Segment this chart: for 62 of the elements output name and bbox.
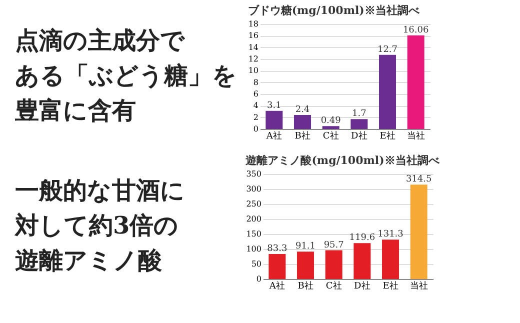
x-tick-label: C社 [326,280,342,292]
y-tick-label: 12 [248,54,258,64]
chart-title: ブドウ糖(mg/100ml)※当社調べ [248,4,420,17]
bar [410,184,428,279]
y-tick-label: 6 [253,90,258,98]
y-tick-label: 0 [253,124,258,134]
data-label: 119.6 [349,233,376,244]
y-tick-label: 150 [246,230,262,238]
y-tick-label: 14 [248,42,258,52]
bar [297,252,314,279]
data-label: 83.3 [267,244,288,254]
data-label: 95.7 [324,240,344,250]
data-label: 2.4 [295,105,310,115]
data-label: 12.7 [377,44,398,55]
y-tick-label: 8 [253,78,258,87]
x-tick-label: 当社 [410,280,428,292]
data-label: 1.7 [352,109,367,120]
y-tick-label: 16 [248,31,258,40]
x-tick-label: 当社 [406,130,425,142]
text: 遊離アミノ酸 [15,246,163,274]
data-label: 0.49 [320,116,342,126]
y-tick-label: 350 [246,170,262,178]
y-tick-label: 2 [253,112,258,122]
bar [325,250,342,279]
y-tick-label: 4 [253,101,258,110]
y-tick-label: 10 [248,66,258,76]
data-label: 3.1 [267,100,282,111]
data-label: 16.06 [402,25,429,36]
bar [268,254,286,279]
data-label: 91.1 [295,242,316,252]
bar [322,126,340,129]
text: ある「ぶどう糖」を [15,60,237,90]
data-label: 131.3 [378,230,404,240]
text: 豊富に含有 [14,96,136,124]
y-tick-label: 18 [248,20,258,28]
x-tick-label: E社 [380,130,396,142]
y-tick-label: 50 [251,260,262,268]
x-tick-label: C社 [322,130,339,142]
y-tick-label: 300 [246,184,262,194]
bar [354,243,371,279]
chart-title: 遊離アミノ酸(mg/100ml)※当社調べ [246,154,440,167]
x-tick-label: B社 [298,280,314,292]
bar [350,119,368,129]
text: 点滴の主成分で [15,26,186,54]
y-tick-label: 100 [246,244,262,254]
x-tick-label: A社 [265,130,282,142]
x-tick-label: D社 [354,280,370,292]
bar [266,110,283,129]
y-tick-label: 0 [256,274,262,284]
x-tick-label: A社 [268,280,285,292]
data-label: 314.5 [406,174,432,185]
bar [407,35,424,129]
text: 一般的な甘酒に [15,176,185,204]
bar [379,54,396,129]
y-tick-label: 250 [246,200,262,208]
text: 対して約3倍の [14,210,179,240]
x-tick-label: E社 [382,280,398,292]
bar [382,240,399,279]
x-tick-label: B社 [294,130,310,142]
y-tick-label: 200 [246,214,262,224]
x-tick-label: D社 [351,130,368,142]
bar [294,115,311,129]
